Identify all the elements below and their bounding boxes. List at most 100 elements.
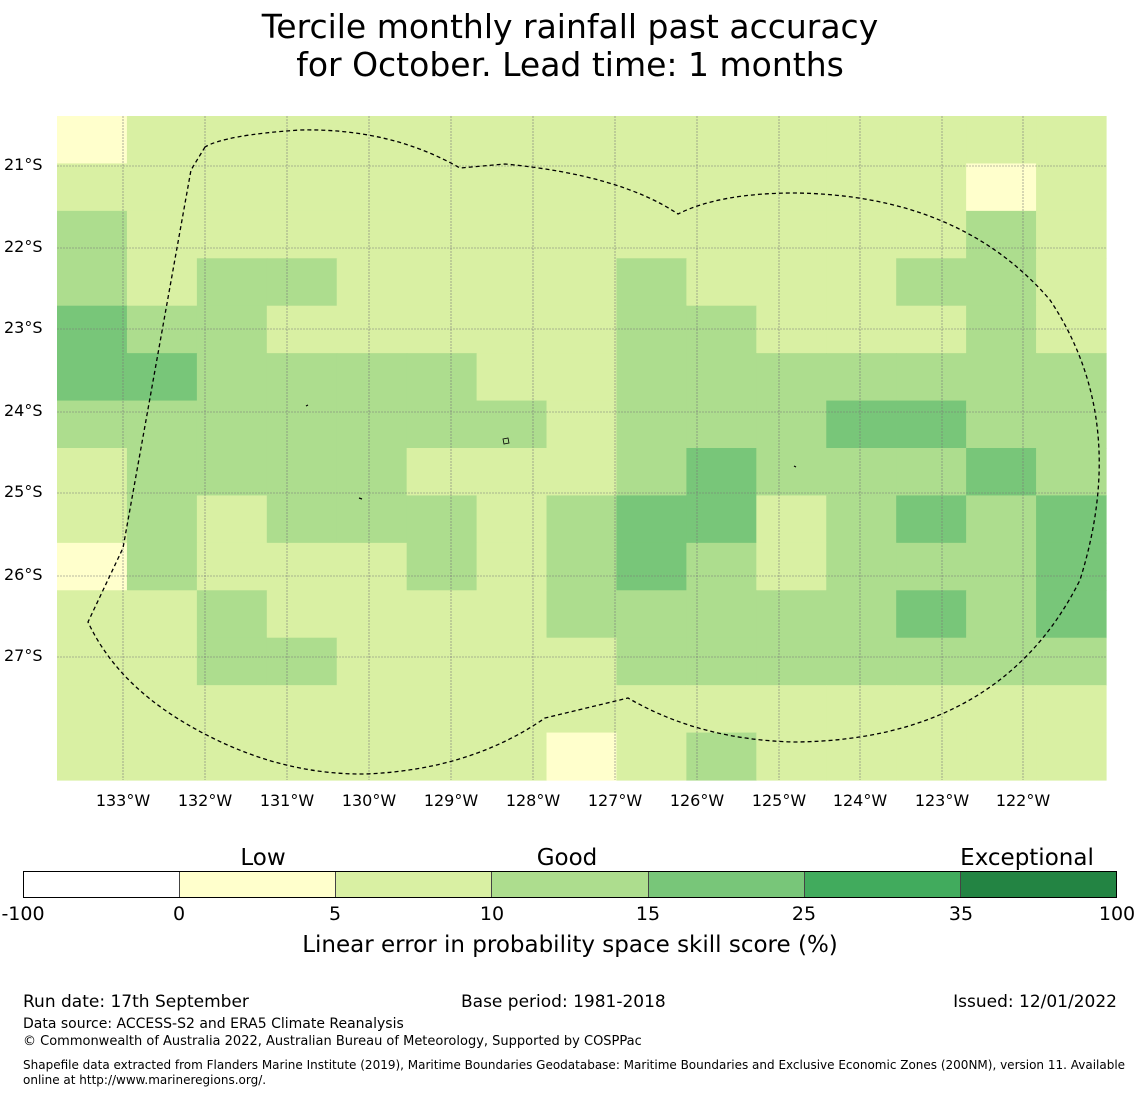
grid-cell <box>966 732 1037 781</box>
grid-cell <box>57 116 128 165</box>
grid-cell <box>826 590 897 639</box>
chart-title-line-2: for October. Lead time: 1 months <box>296 45 844 84</box>
grid-cell <box>266 400 338 449</box>
grid-cell <box>196 400 268 449</box>
colorbar-segment <box>180 872 337 897</box>
grid-cell <box>196 210 268 259</box>
grid-cell <box>476 495 548 544</box>
colorbar-segment <box>648 872 805 897</box>
island-dot <box>358 497 363 500</box>
grid-cell <box>616 590 687 639</box>
grid-cell <box>126 637 198 686</box>
colorbar-tick: 25 <box>791 903 817 925</box>
grid-cell <box>616 258 687 307</box>
grid-cell <box>1036 590 1107 639</box>
lon-tick: 124°W <box>832 791 888 810</box>
eez-boundary <box>87 129 1100 775</box>
grid-cell <box>756 495 827 544</box>
grid-cell <box>336 116 408 165</box>
grid-cell <box>266 448 338 497</box>
colorbar-tick: 15 <box>635 903 661 925</box>
lon-tick: 130°W <box>341 791 397 810</box>
grid-cell <box>266 637 338 686</box>
grid-cell <box>896 685 967 734</box>
grid-cell <box>686 353 757 402</box>
grid-cell <box>126 258 198 307</box>
grid-cell <box>1036 400 1107 449</box>
grid-cell <box>406 495 478 544</box>
grid-cell <box>756 590 827 639</box>
grid-cell <box>1036 685 1107 734</box>
grid-cell <box>546 448 618 497</box>
lon-tick: 127°W <box>587 791 643 810</box>
grid-cell <box>476 448 548 497</box>
grid-cell <box>196 258 268 307</box>
lon-tick: 133°W <box>95 791 151 810</box>
grid-cell <box>616 353 687 402</box>
grid-cell <box>336 163 408 212</box>
grid-cell <box>966 400 1037 449</box>
grid-cell <box>826 353 897 402</box>
grid-cell <box>126 590 198 639</box>
grid-cell <box>196 542 268 591</box>
grid-cell <box>476 732 548 781</box>
grid-cell <box>826 685 897 734</box>
grid-cell <box>57 353 128 402</box>
grid-cell <box>686 448 757 497</box>
grid-cell <box>266 542 338 591</box>
grid-cell <box>196 353 268 402</box>
grid-cell <box>336 210 408 259</box>
category-label-good: Good <box>536 845 598 871</box>
grid-cell <box>57 163 128 212</box>
lat-tick: 25°S <box>4 482 43 501</box>
grid-cell <box>126 448 198 497</box>
grid-cell <box>966 305 1037 354</box>
grid-cell <box>476 400 548 449</box>
grid-cell <box>546 258 618 307</box>
lat-tick: 27°S <box>4 646 43 665</box>
grid-cell <box>616 685 687 734</box>
grid-cell <box>57 305 128 354</box>
lat-tick: 24°S <box>4 401 43 420</box>
grid-cell <box>826 163 897 212</box>
grid-cell <box>616 210 687 259</box>
island-outline <box>502 437 510 445</box>
grid-cell <box>966 448 1037 497</box>
grid-cell <box>966 163 1037 212</box>
grid-cell <box>57 400 128 449</box>
grid-cell <box>756 258 827 307</box>
grid-cell <box>336 448 408 497</box>
grid-cell <box>336 353 408 402</box>
grid-cell <box>1036 163 1107 212</box>
grid-cell <box>1036 305 1107 354</box>
lat-tick: 23°S <box>4 318 43 337</box>
grid-cell <box>476 542 548 591</box>
lat-tick: 21°S <box>4 155 43 174</box>
grid-cell <box>826 732 897 781</box>
grid-cell <box>126 400 198 449</box>
grid-cell <box>57 732 128 781</box>
grid-cell <box>686 495 757 544</box>
grid-cell <box>896 163 967 212</box>
grid-cell <box>826 210 897 259</box>
grid-cell <box>896 448 967 497</box>
grid-cell <box>686 542 757 591</box>
data-source: Data source: ACCESS-S2 and ERA5 Climate … <box>23 1016 404 1032</box>
grid-cell <box>546 495 618 544</box>
grid-cell <box>196 116 268 165</box>
grid-cell <box>756 353 827 402</box>
grid-cell <box>476 637 548 686</box>
grid-cell <box>546 210 618 259</box>
grid-cell <box>476 163 548 212</box>
issued-date: Issued: 12/01/2022 <box>953 992 1117 1012</box>
grid-cell <box>406 400 478 449</box>
grid-cell <box>966 685 1037 734</box>
grid-cell <box>686 163 757 212</box>
grid-cell <box>266 353 338 402</box>
shapefile-credit: Shapefile data extracted from Flanders M… <box>23 1058 1126 1087</box>
grid-cell <box>966 210 1037 259</box>
colorbar-tick: 100 <box>1098 903 1136 925</box>
grid-cell <box>756 685 827 734</box>
colorbar-tick: 0 <box>172 903 186 925</box>
grid-cell <box>966 116 1037 165</box>
